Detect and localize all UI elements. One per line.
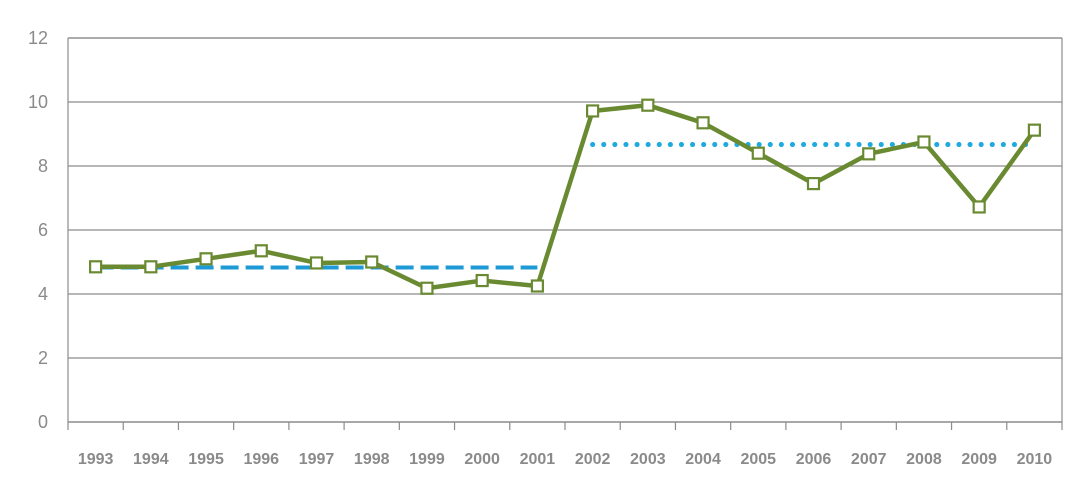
data-point-marker (144, 260, 158, 274)
data-point-marker (696, 116, 710, 130)
data-point-marker (972, 200, 986, 214)
x-tick-label: 2001 (520, 451, 556, 468)
x-tick-label: 2007 (851, 451, 887, 468)
data-point-marker (751, 146, 765, 160)
y-tick-label: 0 (38, 412, 48, 432)
data-point-marker (806, 177, 821, 191)
y-tick-label: 4 (38, 284, 48, 304)
data-point-marker (1027, 123, 1041, 137)
x-tick-label: 2005 (740, 451, 776, 468)
y-tick-label: 10 (28, 92, 48, 112)
y-tick-label: 12 (28, 28, 48, 48)
x-tick-label: 2008 (906, 451, 942, 468)
axes (67, 37, 1063, 430)
x-axis-tick-labels: 1993 1994 1995 1996 1997 1998 1999 2000 2001 2002… (78, 451, 1052, 468)
y-tick-label: 8 (38, 156, 48, 176)
x-tick-label: 2006 (796, 451, 832, 468)
data-point-marker (89, 260, 103, 274)
x-tick-label: 1993 (78, 451, 114, 468)
y-axis-tick-labels: 0 2 4 6 8 10 12 (28, 28, 48, 432)
x-tick-label: 2000 (464, 451, 500, 468)
x-tick-label: 2003 (630, 451, 666, 468)
data-point-marker (309, 256, 324, 270)
data-point-marker (420, 281, 434, 295)
x-tick-label: 1998 (354, 451, 390, 468)
data-series (89, 98, 1041, 295)
reference-lines (95, 142, 1037, 270)
y-tick-label: 6 (38, 220, 48, 240)
x-tick-label: 1999 (409, 451, 445, 468)
x-tick-label: 1995 (188, 451, 224, 468)
y-tick-label: 2 (38, 348, 48, 368)
data-point-marker (199, 252, 213, 266)
x-tick-label: 2004 (685, 451, 721, 468)
data-point-marker (254, 244, 268, 258)
data-point-marker (365, 255, 379, 269)
data-point-marker (917, 135, 931, 149)
x-tick-label: 1997 (299, 451, 335, 468)
x-tick-label: 2002 (575, 451, 611, 468)
data-point-marker (641, 98, 655, 112)
data-point-marker (475, 273, 489, 288)
x-tick-label: 1994 (133, 451, 169, 468)
data-point-marker (530, 279, 544, 293)
data-point-marker (586, 104, 600, 118)
series-line (93, 102, 1037, 291)
x-tick-label: 2010 (1017, 451, 1053, 468)
x-tick-label: 1996 (243, 451, 279, 468)
x-tick-label: 2009 (961, 451, 997, 468)
data-point-marker (862, 147, 876, 161)
